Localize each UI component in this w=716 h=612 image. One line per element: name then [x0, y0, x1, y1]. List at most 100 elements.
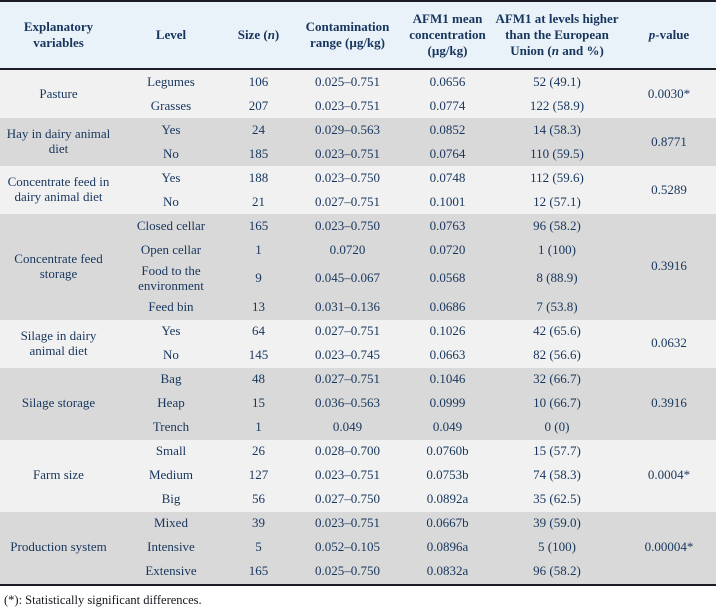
- mean-cell: 0.0720: [403, 238, 492, 262]
- table-row: Heap 15 0.036–0.563 0.0999 10 (66.7): [0, 391, 716, 416]
- table-row: Concentrate feed storage Closed cellar 165…: [0, 214, 716, 320]
- explanatory-variable-cell: Concentrate feed storage: [0, 214, 117, 320]
- table-row: Silage in dairy animal diet Yes 64 0.027–0.…: [0, 319, 716, 368]
- level-cell: Open cellar: [117, 238, 225, 262]
- range-cell: 0.028–0.700: [292, 439, 403, 464]
- explanatory-variable-cell: Silage in dairy animal diet: [0, 319, 117, 368]
- above_eu-cell: 1 (100): [492, 238, 622, 262]
- range-cell: 0.049: [292, 415, 403, 440]
- explanatory-variable-cell: Farm size: [0, 439, 117, 512]
- level-cell: Medium: [117, 463, 225, 488]
- above_eu-cell: 96 (58.2): [492, 559, 622, 585]
- column-header-range: Contamination range (µg/kg): [292, 1, 403, 70]
- range-cell: 0.027–0.750: [292, 487, 403, 512]
- table-row: No 21 0.027–0.751 0.1001 12 (57.1): [0, 190, 716, 214]
- range-cell: 0.023–0.750: [292, 214, 403, 238]
- level-cell: Mixed: [117, 511, 225, 536]
- table-row: Intensive 5 0.052–0.105 0.0896a 5 (100): [0, 535, 716, 560]
- range-cell: 0.027–0.751: [292, 319, 403, 344]
- mean-cell: 0.1046: [403, 367, 492, 392]
- mean-cell: 0.0999: [403, 391, 492, 416]
- table-row: Silage storage Bag 48 0.027–0.751 0.1046 32 (…: [0, 367, 716, 440]
- mean-cell: 0.0852: [403, 118, 492, 142]
- p-value-cell: 0.5289: [622, 166, 716, 214]
- size-cell: 56: [225, 487, 292, 512]
- range-cell: 0.025–0.750: [292, 559, 403, 585]
- range-cell: 0.023–0.751: [292, 94, 403, 118]
- mean-cell: 0.0667b: [403, 511, 492, 536]
- level-cell: No: [117, 190, 225, 214]
- header-row: Explanatory variables Level Size (n) Contam…: [0, 1, 716, 70]
- table-row: Farm size Small 26 0.028–0.700 0.0760b 15 (57…: [0, 439, 716, 512]
- above_eu-cell: 42 (65.6): [492, 319, 622, 344]
- column-header-text: Level: [155, 27, 187, 43]
- mean-cell: 0.0896a: [403, 535, 492, 560]
- column-header-text: and %): [558, 42, 604, 58]
- above_eu-cell: 39 (59.0): [492, 511, 622, 536]
- table-row: Production system Mixed 39 0.023–0.751 0.066…: [0, 511, 716, 585]
- size-cell: 48: [225, 367, 292, 392]
- size-cell: 9: [225, 262, 292, 296]
- table-header: Explanatory variables Level Size (n) Contam…: [0, 1, 716, 70]
- level-cell: Food to the environment: [117, 262, 225, 296]
- size-cell: 5: [225, 535, 292, 560]
- table-row: No 145 0.023–0.745 0.0663 82 (56.6): [0, 343, 716, 368]
- size-cell: 207: [225, 94, 292, 118]
- mean-cell: 0.1001: [403, 190, 492, 214]
- level-cell: Small: [117, 439, 225, 464]
- size-cell: 26: [225, 439, 292, 464]
- range-cell: 0.045–0.067: [292, 262, 403, 296]
- p-value-cell: 0.0030*: [622, 69, 716, 118]
- above_eu-cell: 74 (58.3): [492, 463, 622, 488]
- range-cell: 0.023–0.751: [292, 511, 403, 536]
- explanatory-variable-cell: Hay in dairy animal diet: [0, 118, 117, 166]
- table-row: Medium 127 0.023–0.751 0.0753b 74 (58.3): [0, 463, 716, 488]
- above_eu-cell: 122 (58.9): [492, 94, 622, 118]
- range-cell: 0.027–0.751: [292, 190, 403, 214]
- level-cell: No: [117, 343, 225, 368]
- table-row: Feed bin 13 0.031–0.136 0.0686 7 (53.8): [0, 295, 716, 320]
- column-header-text: Size (: [237, 27, 268, 43]
- table-row: Extensive 165 0.025–0.750 0.0832a 96 (58.2): [0, 559, 716, 585]
- column-header-above_eu: AFM1 at levels higher than the European …: [492, 1, 622, 70]
- p-value-cell: 0.8771: [622, 118, 716, 166]
- table-footnote: (*): Statistically significant differenc…: [4, 592, 202, 607]
- level-cell: No: [117, 142, 225, 166]
- range-cell: 0.025–0.751: [292, 69, 403, 94]
- table-row: Trench 1 0.049 0.049 0 (0): [0, 415, 716, 440]
- mean-cell: 0.0568: [403, 262, 492, 296]
- column-header-text: Contamination range (µg/kg): [305, 19, 390, 50]
- mean-cell: 0.0774: [403, 94, 492, 118]
- size-cell: 1: [225, 238, 292, 262]
- size-cell: 21: [225, 190, 292, 214]
- column-header-text: ): [274, 27, 280, 43]
- above_eu-cell: 110 (59.5): [492, 142, 622, 166]
- mean-cell: 0.0663: [403, 343, 492, 368]
- column-header-variable: Explanatory variables: [0, 1, 117, 70]
- level-cell: Closed cellar: [117, 214, 225, 238]
- range-cell: 0.023–0.751: [292, 142, 403, 166]
- above_eu-cell: 96 (58.2): [492, 214, 622, 238]
- above_eu-cell: 82 (56.6): [492, 343, 622, 368]
- range-cell: 0.0720: [292, 238, 403, 262]
- level-cell: Extensive: [117, 559, 225, 585]
- level-cell: Yes: [117, 166, 225, 190]
- mean-cell: 0.1026: [403, 319, 492, 344]
- range-cell: 0.052–0.105: [292, 535, 403, 560]
- range-cell: 0.029–0.563: [292, 118, 403, 142]
- size-cell: 165: [225, 214, 292, 238]
- level-cell: Grasses: [117, 94, 225, 118]
- size-cell: 39: [225, 511, 292, 536]
- above_eu-cell: 35 (62.5): [492, 487, 622, 512]
- level-cell: Heap: [117, 391, 225, 416]
- size-cell: 145: [225, 343, 292, 368]
- above_eu-cell: 8 (88.9): [492, 262, 622, 296]
- range-cell: 0.031–0.136: [292, 295, 403, 320]
- range-cell: 0.027–0.751: [292, 367, 403, 392]
- mean-cell: 0.0748: [403, 166, 492, 190]
- level-cell: Yes: [117, 319, 225, 344]
- level-cell: Yes: [117, 118, 225, 142]
- range-cell: 0.036–0.563: [292, 391, 403, 416]
- mean-cell: 0.0764: [403, 142, 492, 166]
- above_eu-cell: 52 (49.1): [492, 69, 622, 94]
